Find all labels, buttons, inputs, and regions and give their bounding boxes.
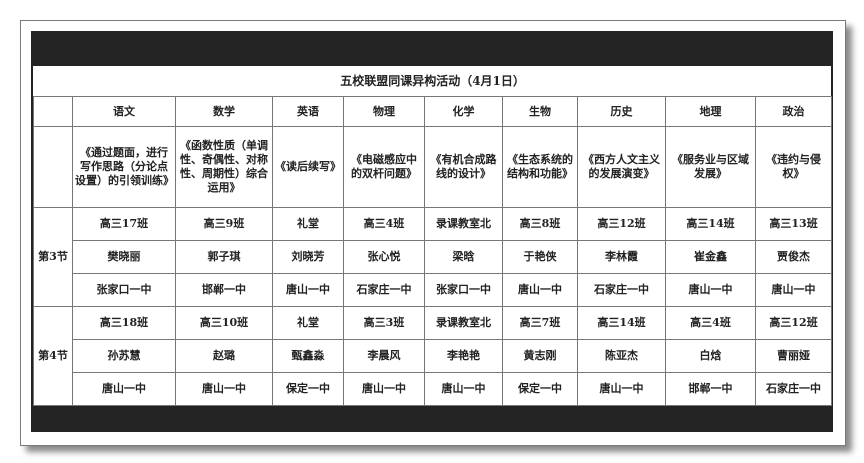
teacher-cell: 樊晓丽	[72, 240, 176, 274]
subject-header: 历史	[577, 96, 666, 127]
room-cell: 礼堂	[272, 306, 344, 340]
teacher-cell: 于艳侠	[502, 240, 578, 274]
school-cell: 石家庄一中	[577, 273, 666, 307]
topic-cell: 《违约与侵权》	[754, 126, 833, 208]
teacher-cell: 甄鑫淼	[272, 339, 344, 373]
period-label: 第3节	[33, 207, 73, 307]
room-cell: 高三12班	[754, 306, 833, 340]
school-cell: 张家口一中	[424, 273, 503, 307]
school-cell: 唐山一中	[175, 372, 273, 406]
teacher-cell: 陈亚杰	[577, 339, 666, 373]
topic-cell: 《生态系统的结构和功能》	[502, 126, 578, 208]
corner-cell	[33, 96, 73, 127]
school-cell: 保定一中	[502, 372, 578, 406]
teacher-cell: 刘晓芳	[272, 240, 344, 274]
period-schools-row: 张家口一中 邯郸一中 唐山一中 石家庄一中 张家口一中 唐山一中 石家庄一中 唐山一中 唐山一中	[34, 273, 833, 307]
header-row: 语文 数学 英语 物理 化学 生物 历史 地理 政治	[33, 96, 833, 127]
teacher-cell: 白焓	[665, 339, 756, 373]
subject-header: 物理	[343, 96, 425, 127]
room-cell: 高三9班	[175, 207, 273, 241]
teacher-cell: 孙苏慧	[72, 339, 176, 373]
room-cell: 录课教室北	[424, 306, 503, 340]
room-cell: 高三8班	[502, 207, 578, 241]
period-schools-row: 唐山一中 唐山一中 保定一中 唐山一中 唐山一中 保定一中 唐山一中 邯郸一中 石家庄一中	[34, 372, 833, 406]
topic-cell: 《通过题面，进行写作思路（分论点设置）的引领训练》	[72, 126, 176, 208]
teacher-cell: 赵璐	[175, 339, 273, 373]
school-cell: 邯郸一中	[665, 372, 756, 406]
room-cell: 礼堂	[272, 207, 344, 241]
period-label: 第4节	[33, 306, 73, 406]
subject-header: 生物	[502, 96, 578, 127]
school-cell: 唐山一中	[665, 273, 756, 307]
room-cell: 高三18班	[72, 306, 176, 340]
school-cell: 唐山一中	[424, 372, 503, 406]
subject-header: 数学	[175, 96, 273, 127]
school-cell: 唐山一中	[343, 372, 425, 406]
topic-row: 《通过题面，进行写作思路（分论点设置）的引领训练》 《函数性质（单调性、奇偶性、对…	[33, 126, 833, 208]
subject-header: 英语	[272, 96, 344, 127]
room-cell: 高三13班	[754, 207, 833, 241]
topic-cell: 《服务业与区域发展》	[665, 126, 756, 208]
school-cell: 唐山一中	[502, 273, 578, 307]
school-cell: 张家口一中	[72, 273, 176, 307]
teacher-cell: 李晨风	[343, 339, 425, 373]
school-cell: 唐山一中	[272, 273, 344, 307]
topic-cell: 《读后续写》	[272, 126, 344, 208]
topic-cell: 《电磁感应中的双杆问题》	[343, 126, 425, 208]
subject-header: 政治	[754, 96, 833, 127]
school-cell: 邯郸一中	[175, 273, 273, 307]
period-rooms-row: 第3节 高三17班 高三9班 礼堂 高三4班 录课教室北 高三8班 高三12班 高三14班 高三1…	[33, 207, 833, 307]
subject-header: 地理	[665, 96, 756, 127]
teacher-cell: 张心悦	[343, 240, 425, 274]
school-cell: 唐山一中	[754, 273, 833, 307]
teacher-cell: 黄志刚	[502, 339, 578, 373]
schedule-sheet: 五校联盟同课异构活动（4月1日） 语文 数学 英语 物理 化学 生物 历史 地理 政治 《通过题面…	[33, 66, 833, 406]
room-cell: 高三3班	[343, 306, 425, 340]
room-cell: 高三17班	[72, 207, 176, 241]
room-cell: 高三4班	[343, 207, 425, 241]
school-cell: 石家庄一中	[754, 372, 833, 406]
subject-header: 语文	[72, 96, 176, 127]
period-teachers-row: 樊晓丽 郭子琪 刘晓芳 张心悦 梁晗 于艳侠 李林霞 崔金鑫 贾俊杰	[34, 240, 833, 274]
school-cell: 保定一中	[272, 372, 344, 406]
schedule-table: 五校联盟同课异构活动（4月1日） 语文 数学 英语 物理 化学 生物 历史 地理 政治 《通过题面…	[33, 66, 833, 406]
teacher-cell: 崔金鑫	[665, 240, 756, 274]
room-cell: 高三12班	[577, 207, 666, 241]
teacher-cell: 李林霞	[577, 240, 666, 274]
room-cell: 高三7班	[502, 306, 578, 340]
school-cell: 唐山一中	[577, 372, 666, 406]
teacher-cell: 李艳艳	[424, 339, 503, 373]
teacher-cell: 曹丽娅	[754, 339, 833, 373]
room-cell: 高三14班	[577, 306, 666, 340]
school-cell: 唐山一中	[72, 372, 176, 406]
topic-cell: 《有机合成路线的设计》	[424, 126, 503, 208]
teacher-cell: 贾俊杰	[754, 240, 833, 274]
teacher-cell: 郭子琪	[175, 240, 273, 274]
period-rooms-row: 第4节 高三18班 高三10班 礼堂 高三3班 录课教室北 高三7班 高三14班 高三4班 高三1…	[33, 306, 833, 406]
topic-cell: 《函数性质（单调性、奇偶性、对称性、周期性）综合运用》	[175, 126, 273, 208]
subject-header: 化学	[424, 96, 503, 127]
period-teachers-row: 孙苏慧 赵璐 甄鑫淼 李晨风 李艳艳 黄志刚 陈亚杰 白焓 曹丽娅	[34, 339, 833, 373]
school-cell: 石家庄一中	[343, 273, 425, 307]
room-cell: 高三10班	[175, 306, 273, 340]
topic-cell: 《西方人文主义的发展演变》	[577, 126, 666, 208]
room-cell: 高三14班	[665, 207, 756, 241]
table-title: 五校联盟同课异构活动（4月1日）	[33, 66, 832, 97]
corner-cell	[33, 126, 73, 208]
room-cell: 录课教室北	[424, 207, 503, 241]
room-cell: 高三4班	[665, 306, 756, 340]
teacher-cell: 梁晗	[424, 240, 503, 274]
